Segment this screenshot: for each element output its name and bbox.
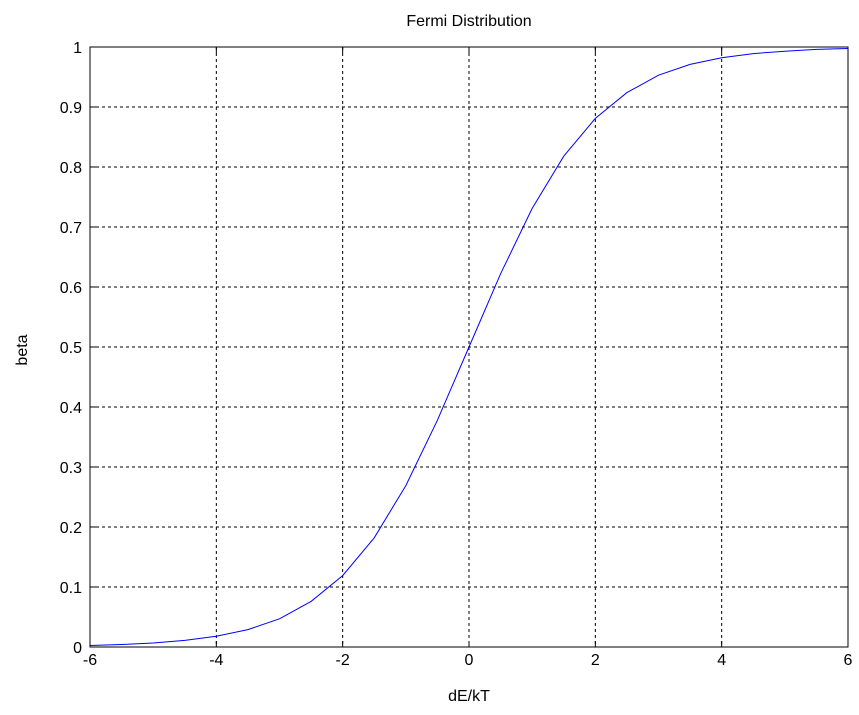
y-tick-label: 0.9 bbox=[60, 100, 82, 117]
y-tick-label: 0.8 bbox=[60, 160, 82, 177]
y-tick-label: 0.1 bbox=[60, 580, 82, 597]
y-tick-label: 0.3 bbox=[60, 460, 82, 477]
y-tick-labels: 0 0.1 0.2 0.3 0.4 0.5 0.6 0.7 0.8 0.9 1 bbox=[60, 40, 82, 657]
y-tick-label: 0.4 bbox=[60, 400, 82, 417]
ticks bbox=[89, 46, 849, 648]
y-axis-label: beta bbox=[14, 334, 31, 365]
x-tick-label: 6 bbox=[844, 652, 853, 669]
x-axis-label: dE/kT bbox=[448, 688, 490, 705]
series-layer bbox=[89, 48, 849, 646]
y-tick-label: 0.7 bbox=[60, 220, 82, 237]
x-tick-label: 2 bbox=[591, 652, 600, 669]
chart-title: Fermi Distribution bbox=[406, 13, 531, 30]
series-line bbox=[89, 48, 849, 646]
x-tick-labels: -6 -4 -2 0 2 4 6 bbox=[83, 652, 853, 669]
y-tick-label: 0 bbox=[73, 640, 82, 657]
x-tick-label: 0 bbox=[465, 652, 474, 669]
x-tick-label: -2 bbox=[336, 652, 350, 669]
y-tick-label: 0.5 bbox=[60, 340, 82, 357]
y-tick-label: 0.2 bbox=[60, 520, 82, 537]
x-tick-label: 4 bbox=[717, 652, 726, 669]
x-tick-label: -4 bbox=[209, 652, 223, 669]
x-tick-label: -6 bbox=[83, 652, 97, 669]
y-tick-label: 0.6 bbox=[60, 280, 82, 297]
y-tick-label: 1 bbox=[73, 40, 82, 57]
